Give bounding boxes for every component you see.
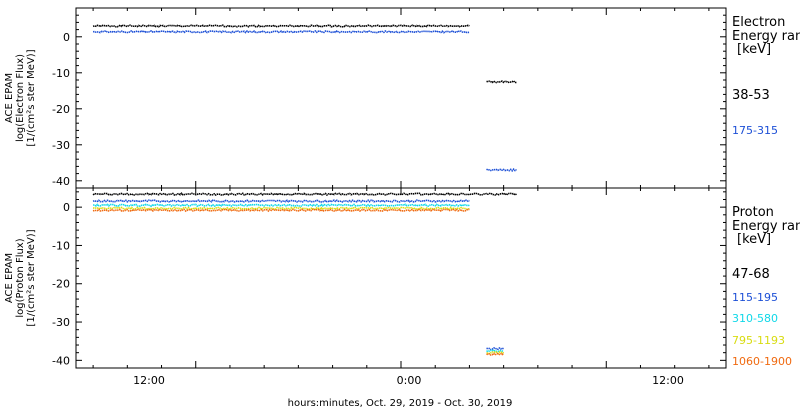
legend-entry: 38-53 bbox=[732, 88, 770, 103]
panel-proton: 0 -10 -20 -30 -40 ACE EPAMlog(Proton Flux)[1/… bbox=[4, 187, 800, 369]
y-tick-label: -40 bbox=[52, 175, 70, 188]
y-tick-label: -10 bbox=[52, 67, 70, 80]
y-tick-label: 0 bbox=[63, 201, 70, 214]
y-tick-label: -20 bbox=[52, 278, 70, 291]
series-175-315 bbox=[92, 29, 517, 172]
legend-unit: [keV] bbox=[737, 42, 771, 57]
y-axis-label-line: log(Electron Flux) bbox=[15, 54, 26, 142]
series-segment bbox=[486, 168, 517, 172]
legend-unit: [keV] bbox=[737, 232, 771, 247]
x-axis-tick-labels: 12:00 0:00 12:00 bbox=[133, 374, 684, 387]
series-segment bbox=[92, 198, 470, 203]
y-axis-label-line: ACE EPAM bbox=[4, 73, 15, 123]
series-segment bbox=[93, 203, 470, 208]
legend-entry: 115-195 bbox=[732, 291, 778, 304]
y-axis-label-line: log(Proton Flux) bbox=[15, 238, 26, 317]
series-segment bbox=[486, 347, 504, 351]
x-axis-label: hours:minutes, Oct. 29, 2019 - Oct. 30, … bbox=[288, 398, 513, 409]
legend-entry: 1060-1900 bbox=[732, 355, 792, 368]
legend-entry: 175-315 bbox=[732, 124, 778, 137]
y-tick-label: -30 bbox=[52, 139, 70, 152]
series-segment bbox=[92, 24, 470, 28]
series-38-53 bbox=[92, 24, 517, 84]
x-tick-label: 0:00 bbox=[397, 374, 422, 387]
y-axis-label: ACE EPAMlog(Electron Flux)[1/(cm²s ster … bbox=[4, 49, 37, 146]
y-tick-label: -40 bbox=[52, 354, 70, 367]
legend-entry: 795-1193 bbox=[732, 334, 785, 347]
series-segment bbox=[92, 206, 470, 211]
legend-title: Energy ran bbox=[732, 29, 800, 44]
series-segment bbox=[92, 29, 470, 34]
series-segment bbox=[486, 352, 505, 356]
plot-frame bbox=[75, 7, 727, 189]
legend-title: Energy ran bbox=[732, 219, 800, 234]
legend-title: Electron bbox=[732, 15, 785, 30]
x-tick-label: 12:00 bbox=[133, 374, 165, 387]
series-47-68 bbox=[92, 192, 517, 197]
series-segment bbox=[92, 192, 517, 197]
y-axis-label-line: [1/(cm²s ster MeV)] bbox=[26, 49, 37, 146]
plot-frame bbox=[75, 187, 727, 369]
y-axis-label-line: [1/(cm²s ster MeV)] bbox=[26, 229, 37, 326]
legend-entry: 47-68 bbox=[732, 267, 770, 282]
series-1060-1900 bbox=[92, 208, 505, 356]
legend-title: Proton bbox=[732, 205, 774, 220]
series-segment bbox=[486, 349, 504, 353]
series-segment bbox=[92, 208, 470, 213]
series-segment bbox=[486, 80, 517, 84]
y-axis-label-line: ACE EPAM bbox=[4, 253, 15, 303]
series-310-580 bbox=[93, 203, 504, 353]
y-axis-label: ACE EPAMlog(Proton Flux)[1/(cm²s ster Me… bbox=[4, 229, 37, 326]
series-795-1193 bbox=[92, 206, 505, 355]
y-tick-label: -10 bbox=[52, 239, 70, 252]
legend-entry: 310-580 bbox=[732, 312, 778, 325]
series-115-195 bbox=[92, 198, 504, 351]
y-tick-label: -20 bbox=[52, 103, 70, 116]
x-tick-label: 12:00 bbox=[652, 374, 684, 387]
y-tick-label: 0 bbox=[63, 31, 70, 44]
y-tick-label: -30 bbox=[52, 316, 70, 329]
